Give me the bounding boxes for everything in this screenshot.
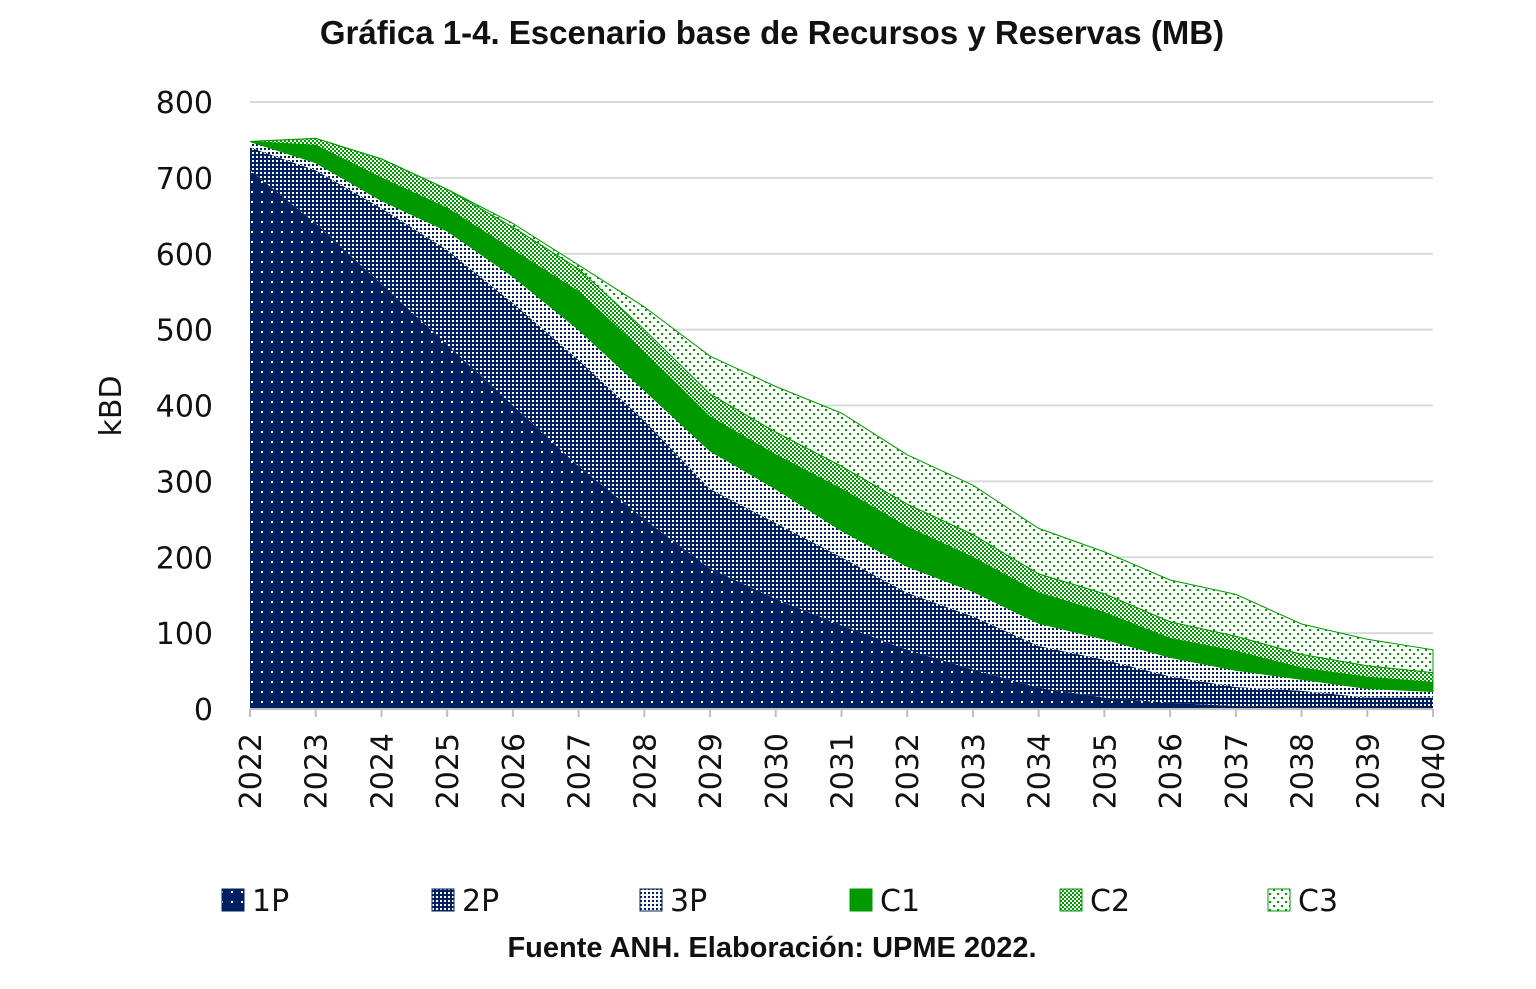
legend-label-c2: C2 [1090, 884, 1130, 919]
x-tick-label: 2038 [1286, 733, 1321, 809]
chart-title: Gráfica 1-4. Escenario base de Recursos … [319, 14, 1225, 51]
y-tick-label: 500 [156, 314, 213, 349]
legend: 1P 2P 3P C1 C2 C3 [221, 884, 1338, 919]
legend-swatch-3p [639, 888, 663, 912]
x-tick-label: 2022 [234, 733, 269, 809]
y-tick-label: 600 [156, 238, 213, 273]
legend-swatch-c1 [849, 888, 873, 912]
x-tick-label: 2034 [1023, 733, 1058, 809]
y-tick-label: 200 [156, 541, 213, 576]
legend-swatch-1p [221, 888, 245, 912]
y-tick-label: 800 [156, 86, 213, 121]
legend-label-1p: 1P [252, 884, 289, 919]
y-tick-label: 400 [156, 390, 213, 425]
x-tick-label: 2032 [891, 733, 926, 809]
x-tick-label: 2024 [365, 733, 400, 809]
y-tick-label: 0 [194, 693, 213, 728]
legend-label-c3: C3 [1298, 884, 1338, 919]
x-tick-label: 2036 [1154, 733, 1189, 809]
x-tick-label: 2035 [1088, 733, 1123, 809]
x-axis: 2022 2023 2024 2025 2026 2027 2028 2029 2030 2031… [234, 708, 1452, 809]
y-tick-label: 100 [156, 617, 213, 652]
x-tick-label: 2030 [760, 733, 795, 809]
area-series-c3 [249, 137, 1434, 674]
legend-swatch-c3 [1267, 888, 1291, 912]
x-tick-label: 2027 [563, 733, 598, 809]
legend-swatch-2p [431, 888, 455, 912]
x-tick-label: 2031 [826, 733, 861, 809]
x-tick-label: 2023 [300, 733, 335, 809]
legend-label-c1: C1 [880, 884, 920, 919]
y-tick-label: 300 [156, 465, 213, 500]
x-tick-label: 2039 [1351, 733, 1386, 809]
y-axis: 0 100 200 300 400 500 600 700 800 [156, 86, 213, 728]
y-tick-label: 700 [156, 162, 213, 197]
area-series-2p [250, 147, 1433, 709]
x-tick-label: 2025 [431, 733, 466, 809]
x-tick-label: 2040 [1417, 733, 1452, 809]
legend-label-2p: 2P [462, 884, 499, 919]
x-tick-label: 2029 [694, 733, 729, 809]
x-tick-label: 2026 [497, 733, 532, 809]
legend-swatch-c2 [1059, 888, 1083, 912]
area-series-group [249, 137, 1434, 710]
area-series-3p [250, 141, 1433, 698]
y-axis-label: kBD [94, 375, 129, 436]
x-tick-label: 2033 [957, 733, 992, 809]
area-series-1p [250, 170, 1433, 710]
legend-label-3p: 3P [670, 884, 707, 919]
x-tick-label: 2028 [628, 733, 663, 809]
chart-caption: Fuente ANH. Elaboración: UPME 2022. [507, 932, 1037, 964]
x-tick-label: 2037 [1220, 733, 1255, 809]
